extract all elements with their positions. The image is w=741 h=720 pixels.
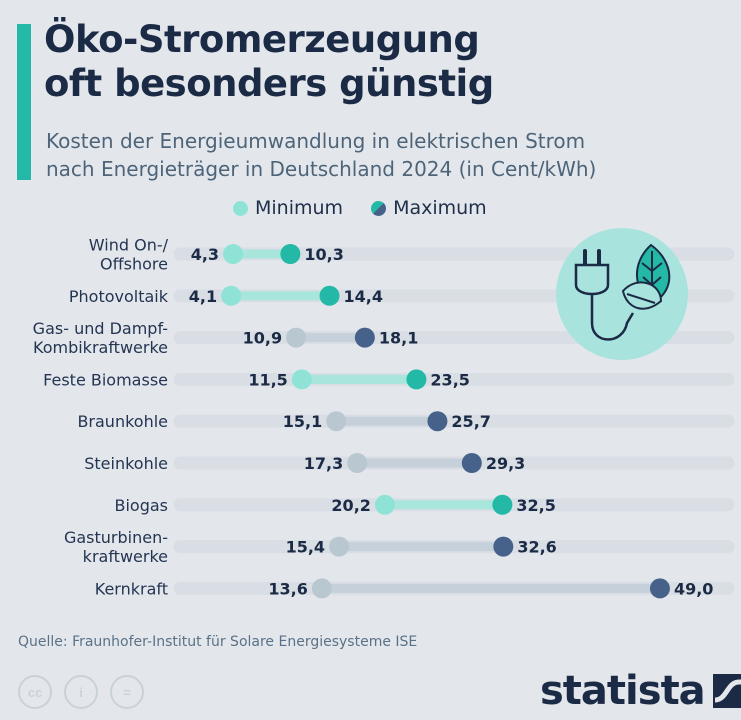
no-derivatives-icon[interactable]: = [110,675,144,709]
maximum-dot [493,536,514,557]
maximum-dot [427,411,448,432]
category-label: Braunkohle [77,412,168,431]
maximum-value-label: 14,4 [344,287,383,306]
maximum-dot [280,244,301,264]
subtitle-line-2: nach Energieträger in Deutschland 2024 (… [46,157,597,181]
maximum-value-label: 23,5 [430,370,469,389]
legend-minimum-dot [233,200,248,216]
category-label: Biogas [114,496,168,515]
maximum-dot [461,453,482,473]
category-label: Feste Biomasse [43,370,168,389]
category-label: Gas- und Dampf- [33,319,168,338]
maximum-value-label: 32,6 [517,538,556,557]
minimum-dot [291,369,312,390]
subtitle-line-1: Kosten der Energieumwandlung in elektris… [46,129,586,153]
category-label: Wind On-/ [89,236,169,255]
legend-maximum-dot [371,200,387,216]
legend-item-maximum: Maximum [371,197,487,219]
statista-logo-mark-icon [712,674,741,708]
maximum-value-label: 49,0 [674,579,713,598]
category-label: Gasturbinen- [64,528,168,547]
license-icons: cc i = [18,675,156,709]
maximum-dot [406,369,427,390]
minimum-value-label: 15,1 [283,412,322,431]
maximum-value-label: 32,5 [516,496,555,515]
source-note: Quelle: Fraunhofer-Institut für Solare E… [18,634,418,650]
minimum-value-label: 17,3 [304,454,343,473]
legend-minimum-label: Minimum [255,197,344,219]
minimum-value-label: 4,1 [189,287,217,306]
minimum-dot [223,244,244,264]
plug-leaf-icon [556,228,688,360]
minimum-dot [374,494,395,515]
minimum-dot [221,285,242,306]
maximum-value-label: 18,1 [379,329,418,348]
title-accent-bar [17,24,31,180]
statista-logo[interactable]: statista [540,668,741,714]
minimum-dot [347,453,368,473]
title-line-2: oft besonders günstig [44,62,494,105]
maximum-dot [649,578,670,599]
minimum-dot [311,578,332,599]
title-line-1: Öko-Stromerzeugung [44,18,480,61]
minimum-value-label: 4,3 [191,245,219,264]
minimum-dot [329,536,350,557]
minimum-dot [286,327,307,348]
category-label: Offshore [100,255,168,274]
chart-subtitle: Kosten der Energieumwandlung in elektris… [46,127,596,183]
legend-item-minimum: Minimum [233,197,343,219]
maximum-dot [319,285,340,306]
attribution-icon[interactable]: i [64,675,98,709]
chart-title: Öko-Stromerzeugung oft besonders günstig [44,18,494,106]
maximum-dot [492,494,513,515]
maximum-value-label: 25,7 [451,412,490,431]
minimum-value-label: 20,2 [331,496,370,515]
minimum-value-label: 11,5 [248,370,287,389]
minimum-dot [326,411,347,432]
category-label: Steinkohle [84,454,168,473]
category-label: Kernkraft [95,579,168,598]
minimum-value-label: 15,4 [286,538,325,557]
minimum-value-label: 10,9 [243,329,282,348]
brand-name: statista [540,668,706,714]
maximum-value-label: 29,3 [486,454,525,473]
creative-commons-icon[interactable]: cc [18,675,52,709]
maximum-dot [354,327,375,348]
category-label: Kombikraftwerke [33,338,168,357]
maximum-value-label: 10,3 [304,245,343,264]
legend-maximum-label: Maximum [393,197,487,219]
legend: Minimum Maximum [233,197,515,219]
category-label: Photovoltaik [69,287,169,306]
minimum-value-label: 13,6 [268,579,307,598]
category-label: kraftwerke [83,547,168,566]
